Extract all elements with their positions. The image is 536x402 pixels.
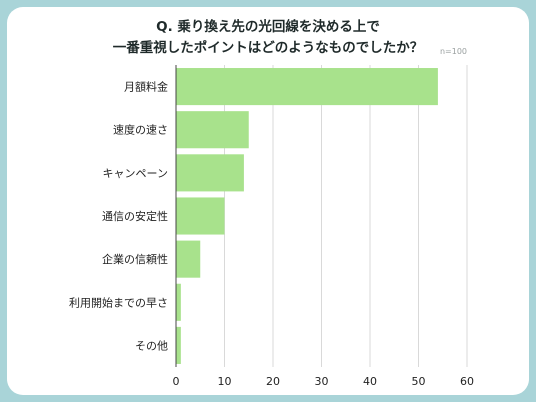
x-tick-label-40: 40	[363, 375, 377, 388]
category-label-6: その他	[135, 339, 168, 352]
chart-card: Q. 乗り換え先の光回線を決める上で 一番重視したポイントはどのようなものでした…	[7, 7, 529, 395]
chart-title-line-2: 一番重視したポイントはどのようなものでしたか？	[112, 40, 424, 56]
category-label-1: 速度の速さ	[113, 123, 168, 137]
category-label-3: 通信の安定性	[102, 209, 168, 223]
bar-0	[176, 68, 438, 106]
x-tick-label-60: 60	[460, 375, 474, 388]
sample-size-note: n=100	[439, 47, 467, 56]
category-label-2: キャンペーン	[103, 167, 168, 180]
x-tick-label-50: 50	[412, 375, 426, 388]
bar-1	[176, 111, 249, 149]
x-tick-label-0: 0	[173, 375, 180, 388]
bar-6	[176, 326, 181, 364]
bar-2	[176, 154, 244, 192]
x-tick-label-20: 20	[266, 375, 280, 388]
x-tick-label-10: 10	[218, 375, 232, 388]
category-label-4: 企業の信頼性	[102, 252, 168, 266]
bar-4	[176, 240, 201, 278]
chart-title-line-1: Q. 乗り換え先の光回線を決める上で	[156, 19, 380, 35]
bar-3	[176, 197, 225, 235]
category-label-0: 月額料金	[124, 80, 168, 94]
x-tick-label-30: 30	[315, 375, 329, 388]
bar-5	[176, 283, 181, 321]
category-label-5: 利用開始までの早さ	[69, 295, 168, 309]
chart-title: Q. 乗り換え先の光回線を決める上で 一番重視したポイントはどのようなものでした…	[7, 17, 529, 59]
